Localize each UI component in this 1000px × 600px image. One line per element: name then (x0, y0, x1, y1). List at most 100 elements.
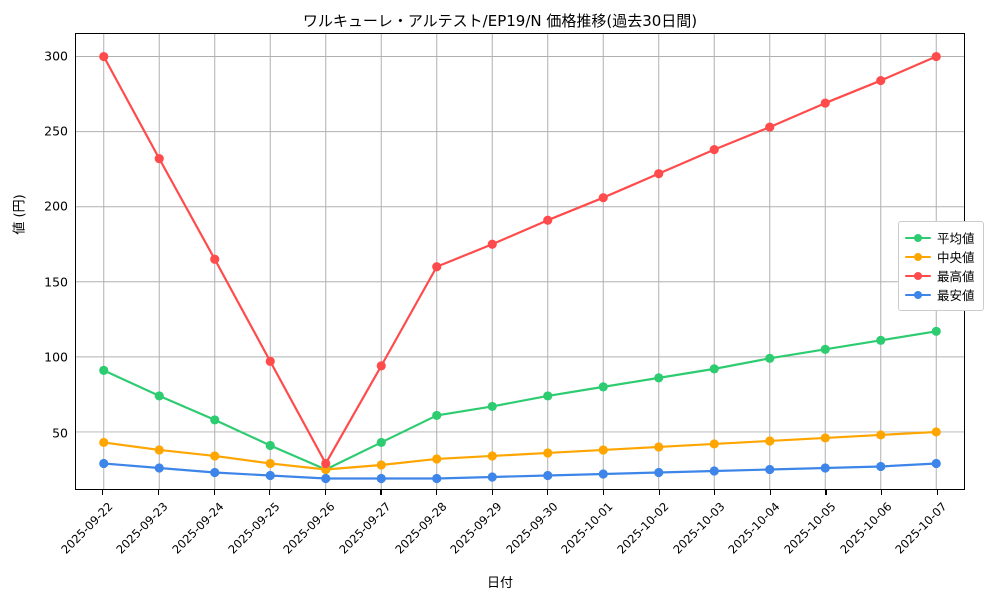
x-tick-label: 2025-09-24 (169, 499, 227, 557)
series-line (102, 330, 938, 471)
x-tick-mark (602, 490, 605, 495)
data-point-marker (598, 445, 608, 455)
data-point-marker (154, 463, 164, 473)
legend-swatch-icon (905, 288, 931, 302)
data-point-marker (154, 391, 164, 401)
x-tick-label: 2025-09-29 (447, 499, 505, 557)
x-tick-mark (547, 490, 549, 495)
x-tick-label: 2025-10-01 (558, 499, 616, 557)
x-tick-mark (769, 490, 771, 495)
data-point-marker (654, 169, 664, 179)
y-tick-label: 250 (44, 123, 68, 139)
data-point-marker (210, 451, 220, 461)
legend-swatch-icon (905, 250, 931, 264)
x-tick-mark (881, 490, 883, 495)
x-tick-mark (714, 490, 716, 495)
data-point-marker (543, 470, 553, 481)
legend-label: 最安値 (937, 288, 975, 303)
y-axis-ticks: 50 100 150 200 250 300 (8, 33, 82, 490)
data-point-marker (876, 75, 886, 86)
data-point-marker (876, 461, 886, 472)
data-point-marker (210, 467, 220, 478)
x-tick-label: 2025-09-23 (113, 499, 171, 557)
data-point-marker (654, 467, 664, 478)
x-tick-label: 2025-10-04 (725, 499, 783, 557)
y-axis-label: 値 (円) (12, 194, 28, 235)
plot-area (75, 33, 965, 490)
data-point-marker (432, 410, 442, 421)
data-point-marker (820, 463, 830, 473)
data-point-marker (265, 356, 275, 366)
x-tick-mark (936, 490, 938, 495)
x-tick-mark (491, 490, 493, 495)
data-point-marker (709, 439, 719, 449)
x-tick-mark (157, 490, 160, 495)
y-tick-label: 200 (44, 198, 68, 214)
data-point-marker (709, 364, 719, 374)
data-point-marker (765, 353, 775, 363)
data-point-marker (321, 473, 331, 484)
series-line (102, 462, 938, 480)
data-point-marker (154, 154, 164, 164)
x-tick-mark (324, 490, 326, 495)
data-point-marker (543, 448, 553, 458)
y-tick-label: 150 (44, 274, 68, 290)
data-point-marker (765, 436, 775, 446)
x-axis-label: 日付 (486, 576, 513, 591)
data-point-marker (210, 415, 220, 425)
data-point-marker (820, 433, 830, 443)
data-point-marker (376, 473, 386, 484)
data-point-marker (765, 464, 775, 475)
data-point-marker (820, 344, 830, 354)
data-series-layer (99, 51, 941, 484)
data-point-marker (709, 145, 719, 155)
data-point-marker (265, 440, 275, 451)
data-point-marker (210, 254, 220, 264)
x-tick-mark (380, 490, 382, 495)
x-tick-mark (825, 490, 827, 495)
data-point-marker (376, 361, 386, 371)
data-point-marker (931, 458, 941, 469)
data-point-marker (654, 442, 664, 452)
grid-lines (76, 34, 964, 489)
x-tick-label: 2025-10-03 (670, 499, 728, 557)
chart-legend: 平均値中央値最高値最安値 (898, 221, 984, 311)
x-tick-label: 2025-09-27 (336, 499, 394, 557)
legend-label: 中央値 (937, 250, 975, 265)
legend-label: 平均値 (937, 231, 975, 246)
data-point-marker (876, 335, 886, 345)
data-point-marker (432, 262, 442, 272)
y-tick-label: 100 (44, 349, 68, 365)
data-point-marker (598, 382, 608, 392)
data-point-marker (432, 454, 442, 464)
x-tick-label: 2025-09-22 (58, 499, 116, 557)
data-point-marker (487, 472, 497, 482)
legend-item-3[interactable]: 最高値 (905, 266, 975, 285)
data-point-marker (654, 373, 664, 383)
x-tick-mark (269, 490, 271, 495)
data-point-marker (765, 122, 775, 132)
x-tick-label: 2025-09-28 (391, 499, 450, 557)
data-point-marker (931, 51, 941, 62)
legend-label: 最高値 (937, 269, 975, 284)
data-point-marker (876, 430, 886, 440)
x-tick-label: 2025-09-25 (225, 499, 283, 557)
x-tick-label: 2025-10-02 (614, 499, 672, 557)
data-point-marker (99, 437, 109, 448)
data-point-marker (376, 437, 386, 448)
x-tick-mark (658, 490, 660, 495)
legend-item-4[interactable]: 最安値 (905, 285, 975, 304)
x-tick-label: 2025-10-06 (836, 499, 895, 557)
x-tick-mark (102, 490, 104, 495)
data-point-marker (265, 458, 275, 469)
legend-item-2[interactable]: 中央値 (905, 247, 975, 266)
legend-swatch-icon (905, 269, 931, 283)
chart-title: ワルキューレ・アルテスト/EP19/N 価格推移(過去30日間) (302, 12, 698, 30)
x-tick-mark (436, 490, 438, 495)
legend-item-1[interactable]: 平均値 (905, 228, 975, 247)
data-point-marker (376, 460, 386, 470)
data-point-marker (598, 469, 608, 479)
data-point-marker (543, 391, 553, 401)
data-point-marker (432, 473, 442, 484)
